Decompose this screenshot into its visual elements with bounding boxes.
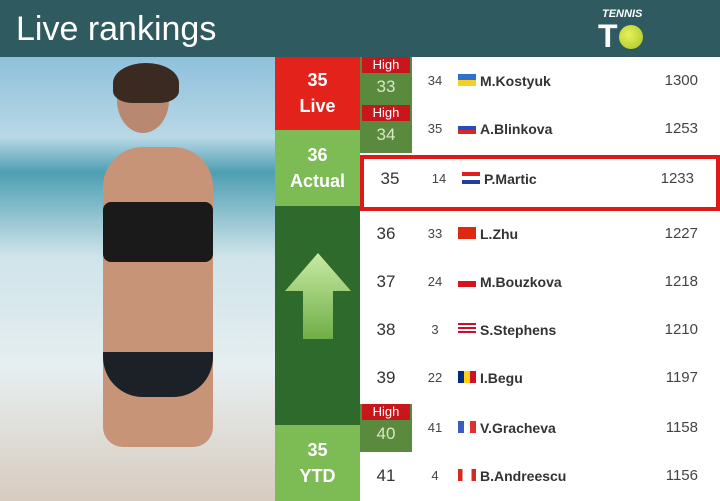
previous-rank: 14 xyxy=(431,171,447,186)
table-row[interactable]: 36 33 L.Zhu 1227 xyxy=(360,210,720,258)
table-row[interactable]: 39 22 I.Begu 1197 xyxy=(360,354,720,402)
player-name: P.Martic xyxy=(484,171,537,187)
tennis-ball-icon xyxy=(618,25,643,49)
live-rank-box: 35 Live xyxy=(275,57,360,130)
points: 1197 xyxy=(665,369,698,386)
player-photo xyxy=(0,57,275,501)
previous-rank: 35 xyxy=(427,121,443,136)
previous-rank: 24 xyxy=(427,274,443,289)
previous-rank: 4 xyxy=(431,468,439,483)
rank-cell: 39 xyxy=(376,368,396,387)
table-row[interactable]: 38 3 S.Stephens 1210 xyxy=(360,306,720,354)
previous-rank: 34 xyxy=(427,73,443,88)
points: 1210 xyxy=(664,321,698,338)
up-arrow-icon xyxy=(285,253,351,339)
rank-cell: High 34 xyxy=(360,105,412,153)
player-name: I.Begu xyxy=(480,370,523,386)
rank-cell: High 33 xyxy=(360,57,412,105)
table-row[interactable]: High 34 35 A.Blinkova 1253 xyxy=(360,105,720,153)
points: 1227 xyxy=(664,225,698,242)
points: 1218 xyxy=(664,273,698,290)
rank-cell: 38 xyxy=(376,320,396,339)
table-row[interactable]: 37 24 M.Bouzkova 1218 xyxy=(360,258,720,306)
page-title: Live rankings xyxy=(16,10,217,48)
table-row[interactable]: 35 14 P.Martic 1233 xyxy=(360,155,720,211)
table-row[interactable]: 41 4 B.Andreescu 1156 xyxy=(360,452,720,500)
player-name: A.Blinkova xyxy=(480,121,553,137)
previous-rank: 3 xyxy=(431,322,439,337)
rank-cell: 37 xyxy=(376,272,396,291)
header: Live rankings TENNIS TNIC xyxy=(0,0,720,91)
ukraine-flag-icon xyxy=(458,74,476,86)
player-name: V.Gracheva xyxy=(480,420,556,436)
rank-cell: 35 xyxy=(380,169,400,188)
ranking-summary: 35 Live 36 Actual 35 YTD xyxy=(275,57,360,501)
russia-flag-icon xyxy=(458,122,476,134)
previous-rank: 33 xyxy=(427,226,443,241)
player-name: S.Stephens xyxy=(480,322,557,338)
china-flag-icon xyxy=(458,227,476,239)
canada-flag-icon xyxy=(458,469,476,481)
points: 1156 xyxy=(665,467,698,484)
logo-small-text: TENNIS xyxy=(602,8,643,20)
table-row[interactable]: High 40 41 V.Gracheva 1158 xyxy=(360,404,720,452)
career-high-badge: High xyxy=(362,105,410,121)
points: 1253 xyxy=(664,120,698,137)
previous-rank: 41 xyxy=(427,420,443,435)
tennis-tonic-logo[interactable]: TENNIS TNIC xyxy=(598,8,657,91)
player-name: L.Zhu xyxy=(480,226,519,242)
rank-cell: 41 xyxy=(376,466,396,485)
player-name: M.Kostyuk xyxy=(480,73,551,89)
career-high-badge: High xyxy=(362,404,410,420)
romania-flag-icon xyxy=(458,371,476,383)
points: 1158 xyxy=(665,419,698,436)
rankings-table: High 33 34 M.Kostyuk 1300 High 34 35 A.Blinkova 1… xyxy=(360,57,720,501)
trend-box xyxy=(275,206,360,425)
croatia-flag-icon xyxy=(462,172,480,184)
usa-flag-icon xyxy=(458,323,476,335)
player-name: M.Bouzkova xyxy=(480,274,562,290)
points: 1300 xyxy=(664,72,698,89)
czechia-flag-icon xyxy=(458,275,476,287)
rank-cell: 36 xyxy=(376,224,396,243)
career-high-badge: High xyxy=(362,57,410,73)
rank-cell: High 40 xyxy=(360,404,412,452)
france-flag-icon xyxy=(458,421,476,433)
previous-rank: 22 xyxy=(427,370,443,385)
table-row[interactable]: High 33 34 M.Kostyuk 1300 xyxy=(360,57,720,105)
actual-rank-box: 36 Actual xyxy=(275,130,360,206)
points: 1233 xyxy=(660,170,694,187)
player-name: B.Andreescu xyxy=(480,468,567,484)
ytd-rank-box: 35 YTD xyxy=(275,425,360,501)
